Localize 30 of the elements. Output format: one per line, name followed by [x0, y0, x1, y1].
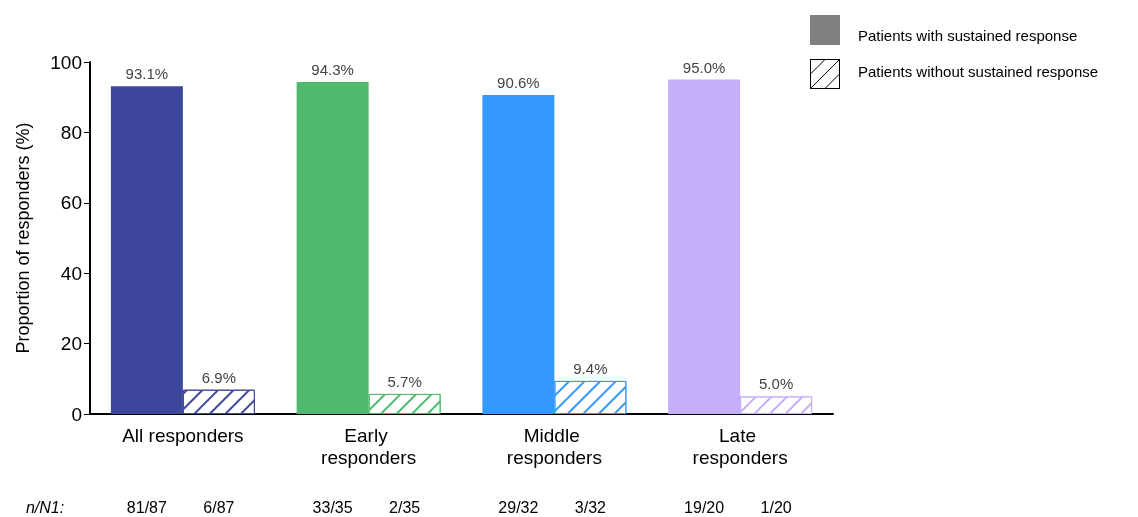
data-label: 9.4% — [573, 359, 608, 377]
data-label: 93.1% — [125, 65, 169, 83]
text: Patients without sustained response — [858, 63, 1099, 80]
x-tick-label: All responders — [122, 424, 244, 446]
text: 6/87 — [203, 498, 235, 516]
text: 81/87 — [126, 498, 167, 516]
y-axis-title: Proportion of responders (%) — [13, 122, 33, 354]
text: 3/32 — [574, 498, 607, 516]
text: 29/32 — [498, 498, 539, 516]
y-tick-label: 40 — [60, 262, 82, 284]
x-tick-label: Early responders — [321, 424, 417, 468]
y-tick-label: 20 — [60, 333, 82, 355]
text: 1/20 — [760, 498, 792, 516]
data-label: 6.9% — [201, 368, 236, 386]
text: 33/35 — [312, 498, 353, 516]
text: 19/20 — [684, 498, 725, 516]
data-label: 90.6% — [497, 74, 540, 92]
y-tick-label: 100 — [50, 51, 82, 73]
x-tick-label: Middle responders — [506, 424, 602, 468]
text: n/N1: — [25, 498, 65, 516]
data-label: 5.0% — [759, 375, 794, 393]
text: 2/35 — [389, 498, 421, 516]
y-tick-label: 60 — [60, 192, 82, 214]
data-label: 94.3% — [311, 61, 354, 79]
x-tick-label: Late responders — [692, 424, 788, 468]
y-tick-label: 80 — [60, 121, 82, 143]
y-tick-label: 0 — [71, 403, 82, 425]
data-label: 5.7% — [387, 372, 422, 390]
text: Patients with sustained response — [858, 26, 1078, 44]
data-label: 95.0% — [682, 58, 726, 76]
